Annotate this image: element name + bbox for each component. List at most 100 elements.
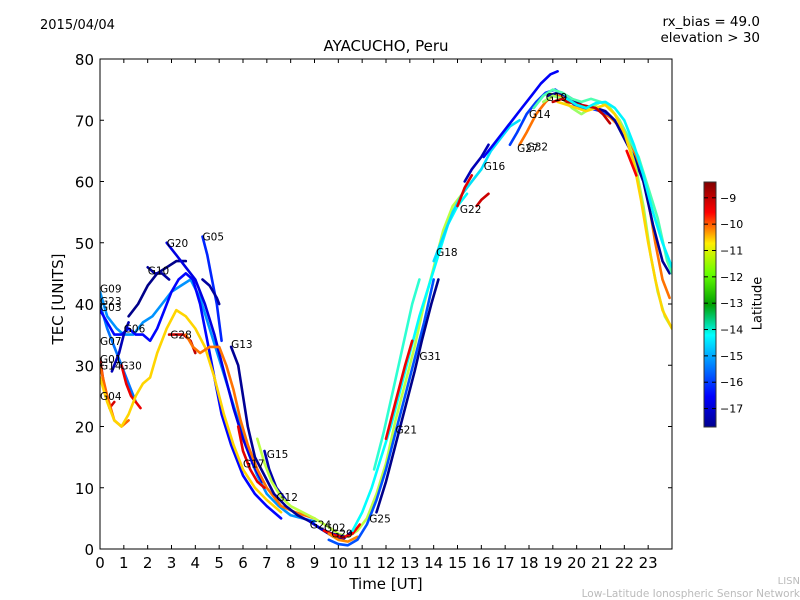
colorbar-tick-label: −9 (720, 192, 736, 205)
series-G19d (551, 97, 612, 125)
series-label: G25 (369, 513, 391, 525)
x-tick-label: 3 (167, 554, 177, 572)
series-label: G16 (484, 161, 506, 173)
series-G05 (201, 235, 223, 343)
x-tick-label: 23 (639, 554, 658, 572)
series-G18 (432, 119, 521, 263)
series-label: G29 (331, 529, 353, 541)
x-tick-label: 12 (376, 554, 395, 572)
series-G19f (625, 149, 638, 177)
series-label: G20 (167, 238, 189, 250)
x-axis-label: Time [UT] (349, 575, 423, 593)
x-tick-label: 14 (424, 554, 443, 572)
series-G19c (556, 100, 672, 330)
x-tick-label: 1 (119, 554, 129, 572)
colorbar-tick-label: −12 (720, 271, 743, 284)
x-tick-label: 18 (519, 554, 538, 572)
colorbar-tick-label: −15 (720, 350, 743, 363)
colorbar-tick-label: −13 (720, 297, 743, 310)
series-G17 (236, 425, 266, 490)
series-G27 (482, 70, 559, 159)
series-label: G04 (100, 391, 122, 403)
x-tick-label: 8 (286, 554, 296, 572)
series-label: G14 (529, 109, 551, 121)
footer-org-short: LISN (777, 576, 800, 587)
series-G03 (100, 272, 283, 520)
colorbar-ticks: −9 −10 −11 −12 −13 −14 −15 −16 −17 (704, 192, 743, 416)
series-label: G14 (100, 360, 122, 372)
y-tick-label: 60 (75, 174, 94, 192)
x-tick-label: 4 (191, 554, 201, 572)
x-tick-label: 15 (448, 554, 467, 572)
x-tick-label: 2 (143, 554, 153, 572)
x-tick-label: 20 (567, 554, 586, 572)
series-label: G22 (460, 204, 482, 216)
series-layer (100, 70, 672, 547)
series-G28b (184, 333, 316, 520)
series-G05b (201, 278, 221, 306)
y-tick-label: 10 (75, 480, 94, 498)
series-label: G06 (124, 324, 146, 336)
y-tick-label: 30 (75, 357, 94, 375)
series-label: G31 (419, 351, 441, 363)
colorbar-tick-label: −14 (720, 324, 743, 337)
series-label: G21 (396, 425, 418, 437)
colorbar-tick-label: −17 (720, 403, 743, 416)
series-label: G09 (100, 284, 122, 296)
plot-frame (99, 58, 673, 550)
series-label: G03 (100, 302, 122, 314)
series-label: G18 (436, 247, 458, 259)
x-tick-label: 19 (543, 554, 562, 572)
x-tick-label: 6 (238, 554, 248, 572)
series-label: G12 (276, 492, 298, 504)
y-tick-label: 50 (75, 235, 94, 253)
series-G22b (475, 192, 490, 208)
series-G13 (229, 345, 354, 541)
series-G31b (384, 339, 414, 441)
series-label: G23 (100, 296, 122, 308)
y-tick-label: 40 (75, 296, 94, 314)
series-G04 (100, 308, 283, 514)
series-G15 (263, 449, 288, 502)
series-label: G32 (527, 142, 549, 154)
series-label: G15 (267, 449, 289, 461)
y-tick-label: 20 (75, 419, 94, 437)
axis-ticks: 0 1 2 3 4 5 6 7 8 9 10 11 12 13 14 15 16 17 18 19 20 21 22 2301… (75, 51, 672, 572)
x-tick-label: 7 (262, 554, 272, 572)
elevation-label: elevation > 30 (660, 30, 760, 46)
series-G12 (256, 168, 483, 539)
series-label: G10 (148, 265, 170, 277)
series-label: G05 (203, 232, 225, 244)
colorbar-tick-label: −11 (720, 244, 743, 257)
y-tick-label: 0 (84, 541, 94, 559)
colorbar-tick-label: −10 (720, 218, 743, 231)
x-tick-label: 11 (353, 554, 372, 572)
chart-title: AYACUCHO, Peru (323, 37, 449, 55)
x-tick-label: 16 (472, 554, 491, 572)
series-G09 (100, 278, 316, 523)
colorbar: −9 −10 −11 −12 −13 −14 −15 −16 −17 (703, 181, 743, 428)
y-tick-label: 70 (75, 112, 94, 130)
x-tick-label: 0 (95, 554, 105, 572)
series-label: G30 (120, 360, 142, 372)
series-G21 (327, 278, 435, 547)
series-G19e (565, 97, 672, 269)
series-G10 (146, 266, 171, 281)
series-G29 (327, 532, 359, 543)
colorbar-tick-label: −16 (720, 376, 743, 389)
series-label: G27 (517, 143, 539, 155)
x-tick-label: 5 (214, 554, 224, 572)
series-G19 (532, 88, 672, 275)
series-label: G17 (243, 458, 265, 470)
series-G31c (372, 278, 421, 471)
rx-bias-label: rx_bias = 49.0 (662, 14, 760, 30)
series-G07 (110, 321, 130, 373)
x-tick-label: 9 (310, 554, 320, 572)
x-tick-label: 10 (329, 554, 348, 572)
colorbar-gradient (703, 181, 717, 428)
series-G20 (165, 241, 264, 483)
series-G31 (375, 278, 440, 514)
series-G30 (120, 364, 142, 410)
colorbar-label: Latitude (750, 276, 766, 331)
